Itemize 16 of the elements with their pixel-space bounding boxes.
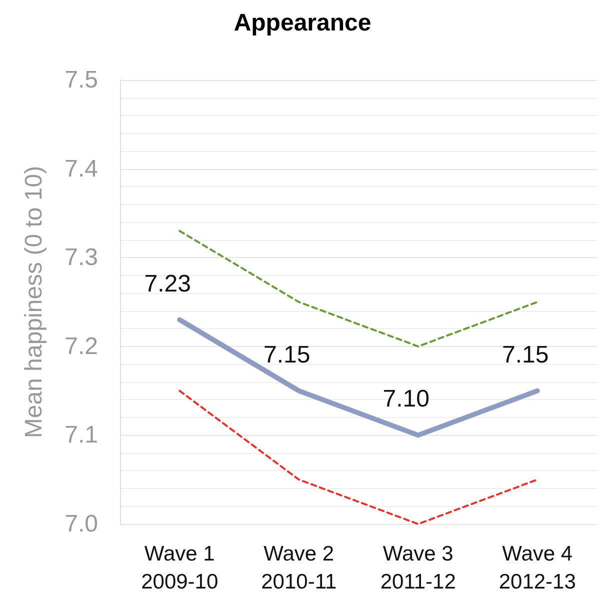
x-tick-label: Wave 3 2011-12: [380, 542, 456, 594]
data-label: 7.15: [264, 341, 310, 368]
y-tick-label: 7.3: [64, 244, 98, 272]
y-tick-label: 7.2: [64, 332, 98, 360]
x-tick-label: Wave 4 2012-13: [498, 542, 576, 594]
x-tick-label: Wave 2 2010-11: [261, 542, 337, 594]
data-label: 7.15: [502, 341, 549, 368]
y-tick-label: 7.1: [64, 422, 98, 449]
y-axis-title: Mean happiness (0 to 10): [20, 166, 48, 438]
y-tick-label: 7.0: [64, 510, 98, 538]
data-label: 7.10: [382, 386, 430, 413]
y-tick-label: 7.5: [64, 66, 98, 94]
x-tick-label: Wave 1 2009-10: [141, 542, 218, 594]
chart-title: Appearance: [234, 10, 372, 36]
data-label: 7.23: [144, 270, 191, 298]
y-tick-label: 7.4: [64, 155, 98, 182]
